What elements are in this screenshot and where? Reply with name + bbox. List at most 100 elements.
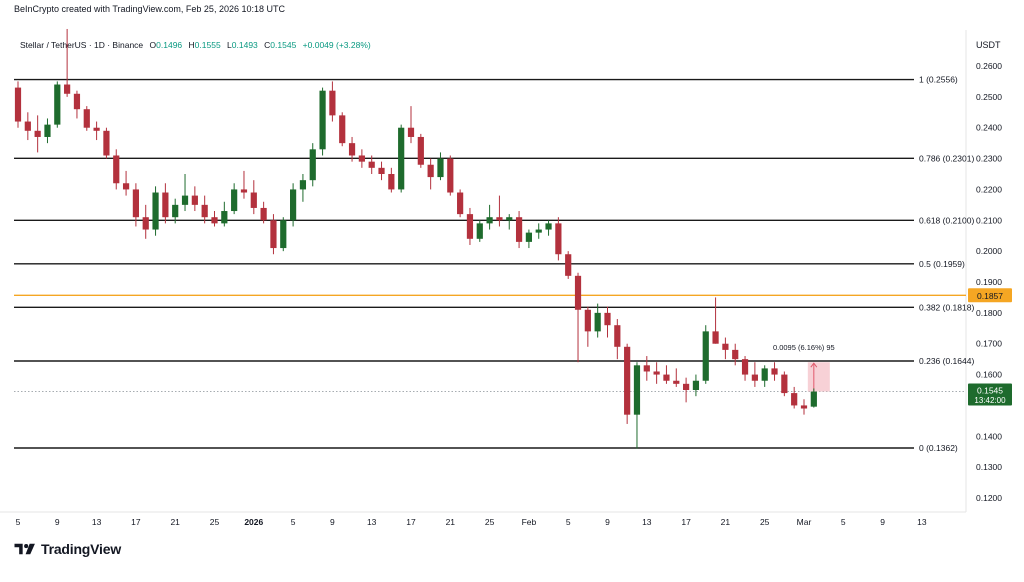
candle-body: [486, 217, 493, 224]
fib-level-label: 0.382 (0.1818): [919, 302, 974, 312]
current-price-badge: [968, 383, 1012, 406]
candle-body: [614, 325, 621, 347]
candle-body: [624, 346, 631, 415]
y-tick-label: 0.2600: [976, 61, 1002, 71]
y-tick-label: 0.2400: [976, 123, 1002, 133]
candle-body: [722, 343, 729, 350]
candle-body: [191, 195, 198, 205]
candle-body: [358, 155, 365, 162]
candle-body: [781, 374, 788, 394]
y-tick-label: 0.2100: [976, 215, 1002, 225]
candle-body: [447, 158, 454, 193]
x-tick-label: 9: [330, 517, 335, 527]
candle-body: [172, 204, 179, 218]
candle-body: [800, 405, 808, 409]
candle-body: [44, 124, 51, 137]
candle-body: [466, 214, 474, 239]
candle-body: [574, 275, 582, 310]
tradingview-logo-text: TradingView: [41, 541, 122, 557]
y-tick-label: 0.1400: [976, 431, 1002, 441]
x-tick-label: 13: [367, 517, 377, 527]
y-tick-label: 0.1200: [976, 493, 1002, 503]
x-tick-label: 2026: [244, 517, 263, 527]
candle-body: [211, 217, 218, 224]
change-value: +0.0049 (+3.28%): [302, 40, 371, 50]
x-tick-label: 9: [605, 517, 610, 527]
fib-level-label: 0.618 (0.2100): [919, 215, 974, 225]
candle-body: [83, 109, 90, 128]
candle-body: [24, 121, 31, 131]
candle-body: [535, 229, 542, 233]
x-tick-label: 5: [291, 517, 296, 527]
measure-arrow-head: [810, 362, 818, 368]
candle-body: [93, 127, 100, 131]
candle-body: [732, 349, 739, 360]
candle-body: [290, 189, 297, 221]
candle-body: [250, 192, 257, 208]
x-tick-label: 13: [642, 517, 652, 527]
y-tick-label: 0.2000: [976, 246, 1002, 256]
y-tick-label: 0.1700: [976, 339, 1002, 349]
x-tick-label: 25: [485, 517, 495, 527]
candle-body: [270, 220, 277, 249]
candle-body: [348, 143, 356, 156]
symbol-legend: Stellar / TetherUS · 1D · Binance O 0.149…: [20, 40, 371, 50]
candle-body: [515, 217, 523, 242]
y-tick-label: 0.2200: [976, 184, 1002, 194]
fib-level-label: 0.5 (0.1959): [919, 259, 965, 269]
candle-body: [280, 220, 287, 249]
candle-body: [741, 359, 749, 375]
candle-body: [643, 365, 650, 372]
candle-body: [663, 374, 670, 381]
candle-body: [378, 167, 385, 174]
candle-body: [496, 217, 503, 221]
y-tick-label: 0.2300: [976, 154, 1002, 164]
candle-body: [309, 149, 316, 181]
candle-body: [476, 223, 483, 239]
fib-level-label: 0.786 (0.2301): [919, 153, 974, 163]
candle-body: [181, 195, 189, 205]
candle-countdown-label: 13:42:00: [974, 396, 1006, 405]
close-label: C: [264, 40, 271, 50]
close-value: 0.1545: [270, 40, 297, 50]
candle-body: [633, 365, 641, 415]
candle-body: [398, 127, 405, 190]
x-tick-label: 17: [681, 517, 691, 527]
candle-body: [604, 312, 611, 326]
candle-body: [555, 223, 562, 255]
x-tick-label: 9: [880, 517, 885, 527]
candle-body: [751, 374, 758, 381]
measure-label: 0.0095 (6.16%) 95: [773, 343, 835, 352]
candle-body: [457, 192, 464, 215]
candle-body: [810, 391, 817, 407]
symbol-title: Stellar / TetherUS · 1D · Binance: [20, 40, 144, 50]
y-tick-label: 0.1300: [976, 462, 1002, 472]
y-tick-label: 0.1800: [976, 308, 1002, 318]
candle-body: [201, 204, 208, 218]
candle-body: [525, 232, 532, 242]
horizontal-price-badge: [968, 288, 1012, 303]
candle-body: [506, 217, 513, 221]
candle-body: [761, 368, 768, 381]
open-label: O: [149, 40, 157, 50]
x-tick-label: Feb: [522, 517, 537, 527]
chart-credit: BeInCrypto created with TradingView.com,…: [14, 4, 285, 14]
current-price-label: 0.1545: [977, 386, 1003, 396]
high-label: H: [188, 40, 195, 50]
candle-body: [103, 130, 110, 156]
x-tick-label: 25: [760, 517, 770, 527]
candle-body: [417, 136, 424, 165]
candle-body: [142, 217, 149, 230]
candle-body: [14, 87, 22, 122]
x-tick-label: 5: [16, 517, 21, 527]
x-tick-label: 13: [917, 517, 927, 527]
x-tick-label: 5: [841, 517, 846, 527]
candle-body: [791, 393, 798, 406]
candle-body: [565, 254, 572, 276]
candle-body: [673, 380, 680, 384]
candle-body: [132, 189, 139, 218]
low-value: 0.1493: [231, 40, 258, 50]
candle-body: [319, 90, 326, 150]
candle-body: [653, 371, 660, 375]
